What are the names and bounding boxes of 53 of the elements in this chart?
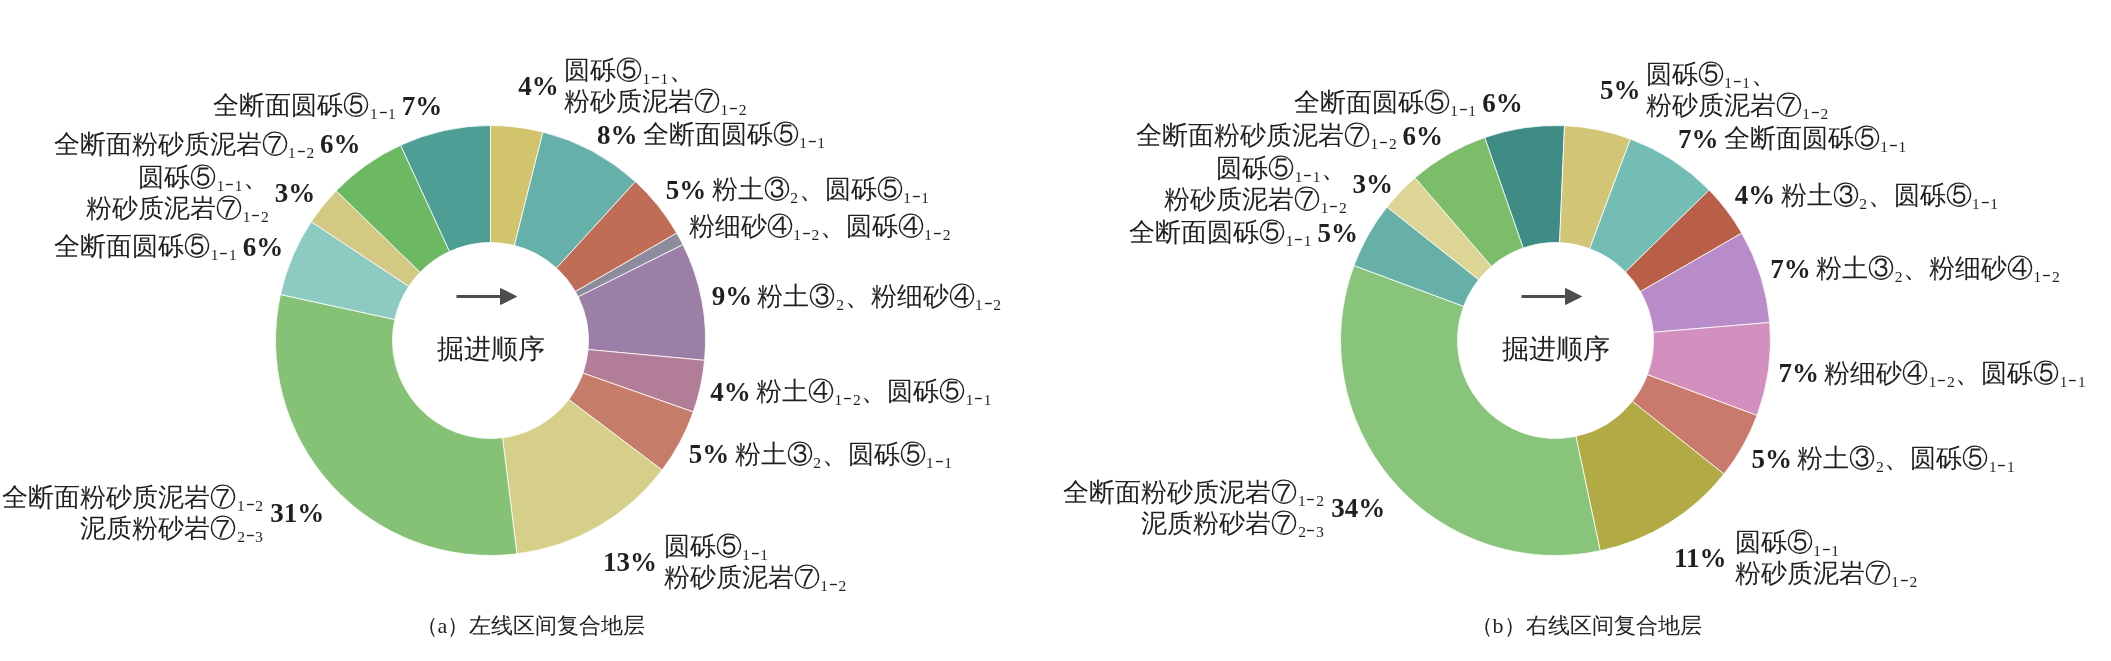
slice-label: 粉土③₂、圆砾⑤₁₋₁: [711, 175, 930, 205]
data-label: 5%: [1751, 443, 1793, 474]
slice-label: 圆砾⑤₁₋₁粉砂质泥岩⑦₁₋₂: [1734, 528, 1918, 589]
data-label: 5%: [1317, 217, 1359, 248]
data-label: 4%: [518, 71, 559, 102]
data-label: 6%: [320, 129, 361, 160]
data-label: 3%: [1352, 169, 1394, 200]
slice-label: 全断面粉砂质泥岩⑦₁₋₂泥质粉砂岩⑦₂₋₃: [2, 482, 264, 543]
slice-label: 粉土③₂、粉细砂④₁₋₂: [1816, 254, 2061, 284]
data-label: 31%: [270, 497, 325, 528]
slice-label: 全断面圆砾⑤₁₋₁: [642, 120, 826, 150]
slice-label: 全断面粉砂质泥岩⑦₁₋₂: [53, 129, 315, 159]
slice-label: 全断面粉砂质泥岩⑦₁₋₂泥质粉砂岩⑦₂₋₃: [1063, 477, 1325, 538]
slice-label: 粉土③₂、粉细砂④₁₋₂: [757, 281, 1002, 311]
slice-label: 粉细砂④₁₋₂、圆砾⑤₁₋₁: [1824, 358, 2087, 388]
slice-label: 圆砾⑤₁₋₁粉砂质泥岩⑦₁₋₂: [663, 532, 847, 593]
slice-label: 圆砾⑤₁₋₁、粉砂质泥岩⑦₁₋₂: [1645, 59, 1829, 120]
text: （a）左线区间复合地层: [415, 613, 646, 638]
text: （b）右线区间复合地层: [1470, 613, 1702, 638]
slice-label: 粉细砂④₁₋₂、圆砾④₁₋₂: [688, 212, 951, 242]
slice-label: 全断面粉砂质泥岩⑦₁₋₂: [1136, 121, 1398, 151]
slice-label: 全断面圆砾⑤₁₋₁: [213, 91, 397, 121]
text: 掘进顺序: [1501, 333, 1610, 364]
data-label: 7%: [1678, 123, 1719, 154]
slice-label: 粉土④₁₋₂、圆砾⑤₁₋₁: [756, 377, 993, 407]
slice-label: 圆砾⑤₁₋₁、粉砂质泥岩⑦₁₋₂: [563, 56, 748, 117]
data-label: 13%: [603, 547, 657, 578]
data-label: 6%: [242, 231, 284, 262]
data-label: 6%: [1482, 87, 1523, 118]
slice-label: 全断面圆砾⑤₁₋₁: [1293, 88, 1477, 118]
data-label: 34%: [1331, 492, 1386, 523]
data-label: 8%: [596, 119, 638, 150]
data-label: 11%: [1674, 543, 1727, 574]
slice-label: 粉土③₂、圆砾⑤₁₋₁: [1797, 444, 2016, 474]
data-label: 7%: [401, 90, 443, 121]
data-label: 3%: [274, 177, 316, 208]
slice-label: 全断面圆砾⑤₁₋₁: [1129, 218, 1313, 248]
data-label: 4%: [710, 376, 751, 407]
slice-label: 全断面圆砾⑤₁₋₁: [54, 232, 238, 262]
data-label: 5%: [1599, 74, 1641, 105]
data-label: 7%: [1778, 358, 1819, 389]
data-label: 6%: [1402, 120, 1443, 151]
slice-label: 全断面圆砾⑤₁₋₁: [1723, 124, 1907, 154]
data-label: 5%: [688, 439, 730, 470]
data-label: 7%: [1770, 253, 1811, 284]
slice-label: 圆砾⑤₁₋₁、粉砂质泥岩⑦₁₋₂: [1164, 154, 1348, 215]
text: 掘进顺序: [436, 333, 545, 364]
slice-label: 粉土③₂、圆砾⑤₁₋₁: [734, 439, 953, 469]
slice-label: 粉土③₂、圆砾⑤₁₋₁: [1780, 180, 1999, 210]
data-label: 4%: [1734, 180, 1776, 211]
data-label: 9%: [711, 281, 753, 312]
data-label: 5%: [665, 174, 707, 205]
slice-label: 圆砾⑤₁₋₁、粉砂质泥岩⑦₁₋₂: [86, 162, 270, 223]
